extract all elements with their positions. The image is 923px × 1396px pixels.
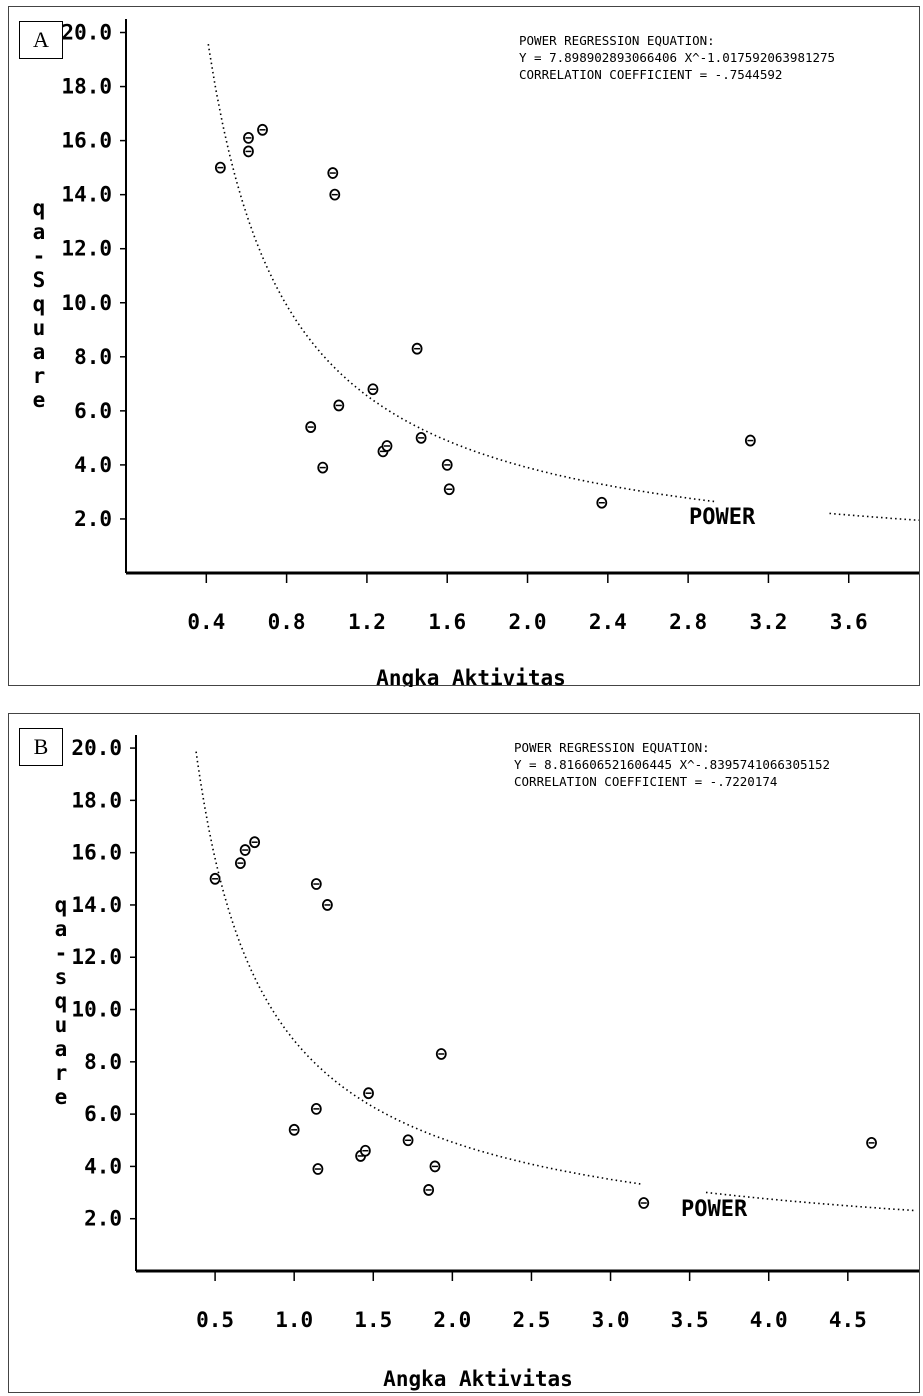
data-point bbox=[363, 1087, 374, 1100]
data-point bbox=[866, 1136, 877, 1149]
data-point bbox=[317, 461, 329, 474]
y-tick-label: 2.0 bbox=[84, 1207, 122, 1231]
data-point bbox=[321, 899, 333, 911]
y-tick-label: 4.0 bbox=[74, 453, 112, 477]
power-fit-curve bbox=[829, 512, 919, 522]
x-tick-label: 3.2 bbox=[749, 610, 787, 634]
data-point bbox=[435, 1048, 447, 1060]
data-point bbox=[381, 440, 393, 452]
x-tick-label: 4.0 bbox=[750, 1308, 788, 1332]
data-point bbox=[234, 857, 246, 870]
data-point bbox=[310, 878, 322, 890]
chart-panel-b: B 2.0 4.0 6.0 8.0 10.0 12.0 14.0 16.0 18.0 20.0 0.… bbox=[8, 713, 920, 1393]
fit-label: POWER bbox=[681, 1197, 748, 1222]
data-point bbox=[333, 399, 345, 412]
chart-panel-a: A 2.0 4.0 6.0 8.0 10.0 12.0 14.0 16.0 18.0 20.0 0.… bbox=[8, 6, 920, 687]
y-tick-label: 10.0 bbox=[71, 998, 122, 1022]
y-tick-label: 2.0 bbox=[74, 507, 112, 531]
y-tick-label: 6.0 bbox=[84, 1102, 122, 1126]
x-tick-label: 3.6 bbox=[830, 610, 868, 634]
y-tick-label: 12.0 bbox=[71, 945, 122, 969]
y-axis-title: q a -s q u a r e bbox=[55, 893, 68, 1109]
x-tick-label: 2.0 bbox=[433, 1308, 471, 1332]
y-tick-label: 16.0 bbox=[61, 129, 112, 153]
data-point bbox=[429, 1160, 441, 1173]
y-tick-label: 12.0 bbox=[61, 237, 112, 261]
x-tick-label: 1.6 bbox=[428, 610, 466, 634]
data-point bbox=[305, 421, 317, 433]
power-fit-curve bbox=[207, 43, 718, 503]
panel-label: A bbox=[19, 21, 63, 59]
y-tick-label: 16.0 bbox=[71, 841, 122, 865]
x-tick-label: 2.4 bbox=[589, 610, 627, 634]
y-tick-label: 8.0 bbox=[74, 345, 112, 369]
x-axis-title: Angka Aktivitas bbox=[376, 666, 566, 687]
x-tick-label: 2.8 bbox=[669, 610, 707, 634]
chart-a: 2.0 4.0 6.0 8.0 10.0 12.0 14.0 16.0 18.0 20.0 0.4 0… bbox=[33, 19, 919, 687]
panel-label: B bbox=[19, 728, 63, 766]
y-tick-label: 10.0 bbox=[61, 291, 112, 315]
x-tick-label: 0.4 bbox=[187, 610, 225, 634]
x-tick-label: 2.0 bbox=[509, 610, 547, 634]
x-axis-title: Angka Aktivitas bbox=[383, 1367, 573, 1391]
data-point bbox=[214, 161, 226, 174]
data-point bbox=[249, 836, 261, 849]
data-point bbox=[367, 383, 379, 396]
x-tick-label: 0.5 bbox=[196, 1308, 234, 1332]
regression-equation: POWER REGRESSION EQUATION: Y = 7.89890289… bbox=[519, 33, 835, 82]
data-point bbox=[243, 145, 254, 158]
data-point bbox=[327, 167, 339, 179]
data-point bbox=[209, 872, 221, 885]
x-tick-label: 1.0 bbox=[275, 1308, 313, 1332]
x-tick-label: 4.5 bbox=[829, 1308, 867, 1332]
data-point bbox=[310, 1102, 322, 1115]
x-tick-label: 3.5 bbox=[671, 1308, 709, 1332]
x-tick-label: 3.0 bbox=[592, 1308, 630, 1332]
y-axis-title: q a -S q u a r e bbox=[33, 196, 46, 412]
data-point bbox=[312, 1163, 324, 1175]
fit-label: POWER bbox=[689, 505, 756, 530]
data-point bbox=[441, 459, 453, 471]
data-point bbox=[243, 132, 254, 144]
y-tick-label: 6.0 bbox=[74, 399, 112, 423]
x-tick-label: 1.5 bbox=[354, 1308, 392, 1332]
y-tick-label: 14.0 bbox=[61, 183, 112, 207]
data-point bbox=[415, 431, 427, 444]
data-point bbox=[288, 1123, 300, 1136]
data-point bbox=[423, 1184, 435, 1196]
y-tick-label: 4.0 bbox=[84, 1154, 122, 1178]
data-point bbox=[359, 1144, 371, 1157]
y-tick-label: 20.0 bbox=[61, 21, 112, 45]
data-point bbox=[411, 342, 423, 355]
data-point bbox=[443, 483, 455, 496]
data-point bbox=[596, 496, 608, 509]
y-tick-label: 18.0 bbox=[71, 788, 122, 812]
x-tick-label: 0.8 bbox=[268, 610, 306, 634]
y-tick-label: 18.0 bbox=[61, 75, 112, 99]
power-fit-curve bbox=[705, 1191, 915, 1212]
x-tick-label: 1.2 bbox=[348, 610, 386, 634]
x-tick-label: 2.5 bbox=[512, 1308, 550, 1332]
data-point bbox=[744, 434, 756, 447]
y-tick-label: 20.0 bbox=[71, 736, 122, 760]
regression-equation: POWER REGRESSION EQUATION: Y = 8.81660652… bbox=[514, 740, 830, 789]
y-tick-label: 14.0 bbox=[71, 893, 122, 917]
data-point bbox=[638, 1197, 650, 1209]
data-point bbox=[402, 1134, 414, 1147]
data-point bbox=[239, 844, 251, 856]
chart-b: 2.0 4.0 6.0 8.0 10.0 12.0 14.0 16.0 18.0 20.0 0.5 1… bbox=[55, 735, 919, 1391]
data-point bbox=[257, 123, 268, 136]
power-fit-curve bbox=[195, 751, 642, 1185]
data-point bbox=[329, 188, 341, 201]
y-tick-label: 8.0 bbox=[84, 1050, 122, 1074]
